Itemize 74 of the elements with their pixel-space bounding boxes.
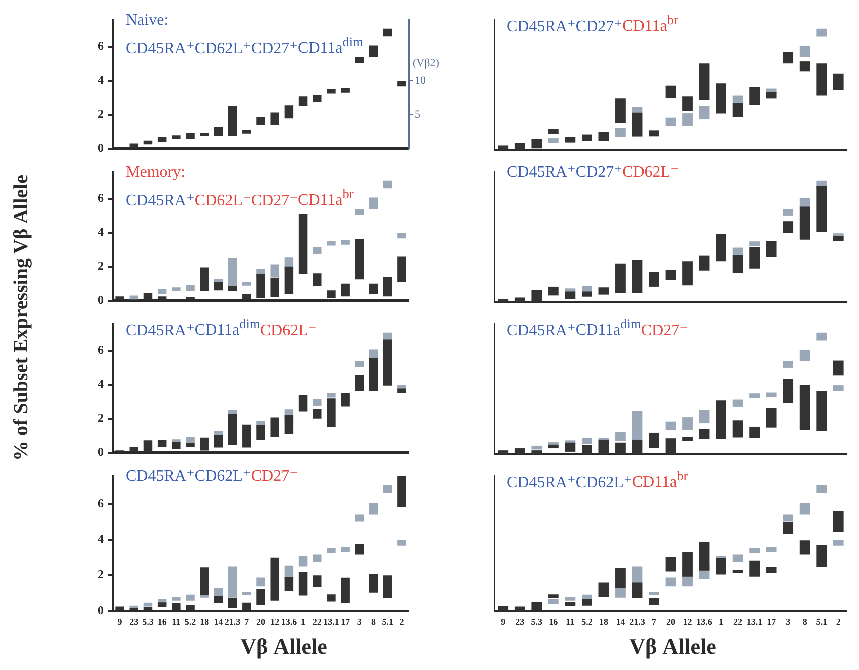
x-tick-label: 13.6 — [281, 616, 298, 627]
y2-tick-label: 10 — [415, 74, 426, 87]
x-tick-label: 21.3 — [224, 616, 242, 627]
x-tick-label: 20 — [256, 616, 266, 627]
x-tick-label: 9 — [501, 616, 506, 627]
x-tick-label: 13.1 — [324, 616, 340, 627]
x-tick-label: 9 — [118, 616, 123, 627]
x-tick-label: 17 — [767, 616, 777, 627]
x-tick-label: 18 — [599, 616, 609, 627]
chart-title: CD45RA⁺CD11a$^{dim}$CD62L⁻ — [126, 317, 317, 340]
x-tick-label: 3 — [357, 616, 362, 627]
y-tick-label: 6 — [98, 39, 104, 54]
y-tick-label: 6 — [98, 343, 104, 358]
x-tick-label: 1 — [301, 616, 306, 627]
x-tick-label: 12 — [270, 616, 280, 627]
x-tick-label: 5.1 — [382, 616, 394, 627]
x-tick-label: 5.2 — [582, 616, 594, 627]
chart-title: CD45RA⁺CD11a$^{dim}$CD27⁻ — [507, 317, 688, 340]
x-tick-label: 12 — [683, 616, 693, 627]
x-tick-label: 2 — [836, 616, 842, 627]
y-tick-label: 6 — [98, 191, 104, 206]
x-tick-label: 2 — [400, 616, 405, 627]
x-tick-label: 1 — [719, 616, 724, 627]
text: CD45RA⁺CD62L⁺CD27⁺CD11a$^{dim}$ — [126, 35, 364, 58]
chart-title: CD45RA⁺CD62L⁺CD27⁻ — [126, 468, 298, 485]
x-tick-label: 5.3 — [531, 616, 544, 627]
x-tick-label: 8 — [372, 616, 377, 627]
x-tick-label: 5.2 — [184, 616, 197, 627]
y-tick-label: 6 — [98, 496, 104, 511]
y-tick-label: 2 — [98, 411, 104, 425]
y-tick-label: 4 — [98, 225, 104, 240]
chart-title: Naive: — [126, 11, 170, 31]
x-tick-label: 8 — [802, 616, 808, 627]
y-tick-label: 0 — [98, 140, 104, 155]
y-tick-label: 4 — [98, 532, 104, 546]
x-tick-label: 23 — [130, 616, 140, 627]
x-tick-label: 5.1 — [816, 616, 828, 627]
y-tick-label: 0 — [98, 444, 104, 459]
x-tick-label: 18 — [200, 616, 210, 627]
y-tick-label: 4 — [98, 73, 104, 88]
chart-title: CD45RA⁺CD27⁺CD62L⁻ — [507, 164, 680, 181]
x-tick-label: 13.1 — [746, 616, 764, 627]
x-tick-label: 11 — [566, 616, 576, 627]
y-tick-label: 4 — [98, 377, 104, 392]
x-tick-label: 7 — [244, 616, 250, 627]
x-tick-label: 13.6 — [696, 616, 713, 627]
chart-title: CD45RA⁺CD62L⁺CD11a$^{br}$ — [507, 469, 688, 492]
x-tick-label: 17 — [341, 616, 351, 627]
y-tick-label: 0 — [98, 292, 104, 307]
x-tick-label: 11 — [172, 616, 182, 627]
y-tick-label: 2 — [98, 107, 104, 121]
chart-title: Memory: — [126, 163, 187, 183]
y-tick-label: 2 — [98, 568, 104, 582]
x-tick-label: 5.3 — [142, 616, 154, 627]
x-tick-label: 16 — [158, 616, 168, 627]
text: CD45RA⁺CD62L⁻CD27⁻CD11a$^{br}$ — [126, 187, 354, 210]
x-tick-label: 22 — [734, 616, 744, 627]
x-tick-label: 20 — [666, 616, 676, 627]
x-tick-label: 16 — [549, 616, 559, 627]
x-tick-label: 3 — [786, 616, 792, 627]
y-tick-label: 2 — [98, 259, 104, 273]
x-tick-label: 7 — [652, 616, 657, 627]
x-axis-title: Vβ Allele — [240, 634, 328, 660]
x-tick-label: 14 — [616, 616, 626, 627]
x-tick-label: 23 — [516, 616, 526, 627]
y2-axis-title: (Vβ2) — [413, 57, 440, 70]
chart-title: CD45RA⁺CD27⁺CD11a$^{br}$ — [507, 13, 678, 36]
x-tick-label: 21.3 — [630, 616, 646, 627]
y-tick-label: 0 — [98, 603, 104, 618]
x-tick-label: 14 — [214, 616, 224, 627]
y2-tick-label: 5 — [415, 108, 421, 121]
y-axis-title: % of Subset Expressing Vβ Allele — [10, 175, 34, 461]
x-tick-label: 22 — [312, 616, 322, 627]
x-axis-title: Vβ Allele — [628, 634, 718, 660]
